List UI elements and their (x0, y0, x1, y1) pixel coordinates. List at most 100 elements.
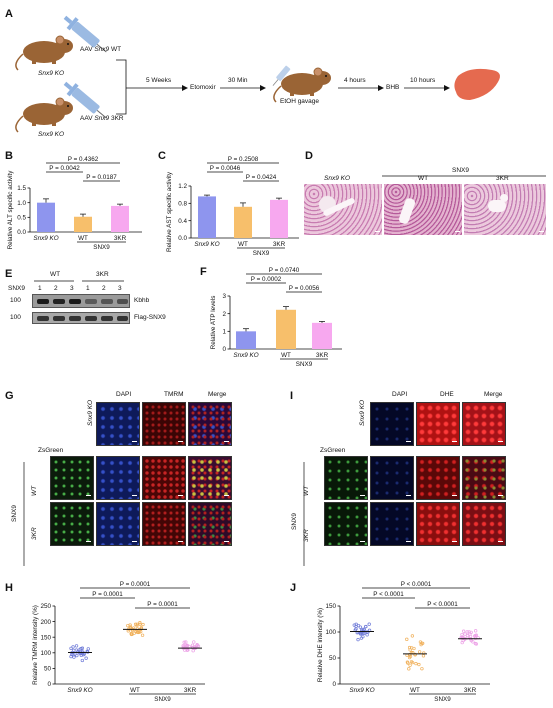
data-point (461, 629, 466, 633)
data-point (417, 650, 422, 654)
i-ko-dapi-image (370, 402, 414, 446)
step1-label: 5 Weeks (146, 77, 172, 84)
i-wt-dapi-image (370, 456, 414, 500)
i-3kr-merge-image (462, 502, 506, 546)
data-point (460, 640, 464, 645)
g-side-label: SNX9 (11, 505, 18, 522)
panel-a-schematic (15, 15, 500, 133)
e-lane-2: 2 (54, 285, 58, 292)
x-tick-label: Snx9 KO (33, 235, 58, 242)
bar-2 (111, 205, 129, 232)
data-point (80, 646, 85, 650)
p-value-label: P = 0.0187 (86, 174, 117, 181)
data-point (194, 645, 198, 649)
data-point (420, 667, 424, 671)
group-label: SNX9 (296, 361, 313, 368)
data-point (141, 622, 145, 627)
panel-letter-b: B (5, 150, 13, 162)
data-point (474, 629, 478, 633)
e-lane-1: 1 (38, 285, 42, 292)
data-point (420, 641, 424, 645)
data-point (359, 636, 364, 640)
x-tick-label: 3KR (184, 687, 197, 694)
data-point (367, 622, 371, 626)
aav-wt-label: AAV Snx9 WT (80, 46, 122, 53)
panel-letter-a: A (5, 8, 13, 20)
y-axis-title: Relative ATP levels (210, 296, 217, 350)
e-3kr-label: 3KR (96, 271, 109, 278)
data-point (473, 641, 478, 646)
step3-label: 4 hours (344, 77, 366, 84)
merge-bracket (116, 59, 182, 115)
data-point (356, 638, 360, 642)
p-value-label: P = 0.0056 (289, 285, 320, 292)
group-label: SNX9 (253, 250, 270, 257)
x-tick-label: WT (410, 687, 420, 694)
data-point (419, 643, 423, 647)
g-3kr-tmrm-image (142, 502, 186, 546)
i-3kr-dapi-image (370, 502, 414, 546)
data-point (69, 654, 73, 659)
panel-letter-f: F (200, 266, 207, 278)
i-wt-zsgreen-image (324, 456, 368, 500)
p-value-label: P < 0.0001 (427, 601, 458, 608)
data-point (74, 648, 79, 652)
y-tick-label: 1 (222, 329, 226, 336)
data-point (473, 633, 478, 638)
d-col1-label: Snx9 KO (324, 175, 351, 182)
y-axis-title: Relative TMRM intensity (%) (32, 605, 39, 685)
x-tick-label: WT (281, 352, 291, 359)
data-point (190, 643, 195, 647)
bar-1 (276, 309, 296, 349)
y-axis-title: Relative DHE intensity (%) (317, 608, 324, 682)
data-point (129, 632, 134, 637)
data-point (128, 623, 132, 627)
y-tick-label: 50 (329, 655, 337, 662)
mouse-2-icon (15, 97, 73, 133)
data-point (364, 624, 368, 629)
data-point (74, 644, 79, 648)
d-top-label: SNX9 (452, 167, 469, 174)
he-image-ko (304, 184, 382, 235)
p-value-label: P = 0.4362 (68, 156, 99, 163)
data-point (192, 640, 196, 644)
data-point (409, 660, 414, 664)
y-tick-label: 100 (325, 629, 336, 636)
i-col-merge: Merge (484, 391, 503, 398)
p-value-label: P = 0.0001 (147, 601, 178, 608)
i-side-bracket (303, 462, 305, 566)
data-point (408, 654, 413, 659)
data-point (465, 634, 470, 638)
data-point (182, 640, 186, 644)
y-tick-label: 0 (222, 346, 226, 353)
g-wt-dapi-image (96, 456, 140, 500)
panel-letter-c: C (158, 150, 166, 162)
e-lane-header: SNX9 (8, 285, 25, 292)
data-point (80, 658, 84, 663)
data-point (468, 632, 472, 636)
i-wt-merge-image (462, 456, 506, 500)
p-value-label: P < 0.0001 (401, 581, 432, 588)
chart-f-atp: 0 1 2 3 Relative ATP levels P = 0.0740 P = 0.0… (210, 267, 342, 368)
y-tick-label: 0 (332, 681, 336, 688)
x-tick-label: Snx9 KO (233, 352, 258, 359)
syringe-1-icon (63, 15, 107, 53)
x-tick-label: Snx9 KO (67, 687, 92, 694)
i-wt-dhe-image (416, 456, 460, 500)
data-point (135, 622, 139, 626)
y-tick-label: 1.0 (17, 200, 26, 207)
y-tick-label: 0.8 (178, 201, 187, 208)
group-label: SNX9 (434, 696, 451, 703)
data-point (71, 645, 75, 649)
y-tick-label: 100 (40, 650, 51, 657)
i-zsgreen: ZsGreen (320, 447, 346, 454)
panel-letter-i: I (290, 390, 294, 402)
chart-c-ast: 0.0 0.4 0.8 1.2 Relative AST specific activi… (166, 156, 299, 257)
panel-letter-d: D (305, 150, 313, 162)
bar-0 (37, 202, 55, 232)
data-point (135, 623, 139, 628)
i-ko-dhe-image (416, 402, 460, 446)
e-band-flag: Flag-SNX9 (134, 314, 166, 321)
bar-2 (270, 199, 288, 238)
